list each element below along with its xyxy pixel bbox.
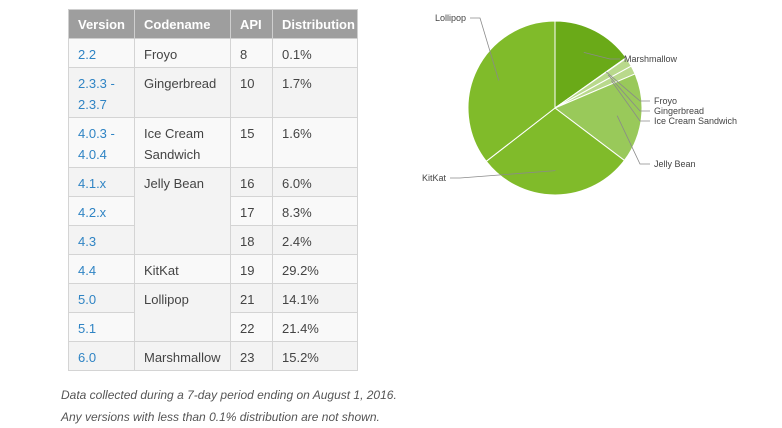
table-row: 4.3 18 2.4%	[68, 225, 358, 255]
pie-label: Gingerbread	[654, 106, 704, 116]
distribution-cell: 0.1%	[272, 38, 358, 68]
pie-label: Ice Cream Sandwich	[654, 116, 737, 126]
pie-leader-line	[583, 51, 620, 60]
api-cell: 22	[230, 312, 273, 342]
codename-cell: Lollipop	[134, 283, 231, 342]
distribution-cell: 14.1%	[272, 283, 358, 313]
api-cell: 16	[230, 167, 273, 197]
codename-cell: Marshmallow	[134, 341, 231, 371]
table-header-row: Version Codename API Distribution	[68, 9, 358, 39]
api-cell: 15	[230, 117, 273, 168]
pie-label: Froyo	[654, 96, 677, 106]
table-row: 2.3.3 - 2.3.7 Gingerbread 10 1.7%	[68, 67, 358, 118]
distribution-cell: 6.0%	[272, 167, 358, 197]
pie-slice-lollipop	[467, 20, 556, 163]
pie-leader-line	[605, 71, 650, 102]
api-cell: 18	[230, 225, 273, 255]
threshold-note: Any versions with less than 0.1% distrib…	[61, 410, 380, 424]
version-link[interactable]: 2.2	[68, 38, 135, 68]
version-link[interactable]: 5.0	[68, 283, 135, 313]
distribution-cell: 1.7%	[272, 67, 358, 118]
pie-leader-line	[470, 17, 500, 81]
pie-slice-marshmallow	[554, 20, 627, 109]
distribution-cell: 21.4%	[272, 312, 358, 342]
codename-cell: KitKat	[134, 254, 231, 284]
api-cell: 23	[230, 341, 273, 371]
version-link[interactable]: 5.1	[68, 312, 135, 342]
version-link[interactable]: 4.2.x	[68, 196, 135, 226]
pie-leader-line	[607, 74, 650, 112]
table-row: 4.0.3 - 4.0.4 Ice Cream Sandwich 15 1.6%	[68, 117, 358, 168]
version-link[interactable]: 4.1.x	[68, 167, 135, 197]
pie-label: Marshmallow	[624, 54, 678, 64]
pie-label: Jelly Bean	[654, 159, 696, 169]
table-row: 2.2 Froyo 8 0.1%	[68, 38, 358, 68]
codename-cell: Jelly Bean	[134, 167, 231, 255]
header-distribution: Distribution	[272, 9, 358, 39]
api-cell: 19	[230, 254, 273, 284]
header-version: Version	[68, 9, 135, 39]
distribution-table: Version Codename API Distribution 2.2 Fr…	[68, 9, 358, 371]
table-row: 5.1 22 21.4%	[68, 312, 358, 342]
api-cell: 8	[230, 38, 273, 68]
api-cell: 10	[230, 67, 273, 118]
distribution-cell: 8.3%	[272, 196, 358, 226]
codename-cell: Froyo	[134, 38, 231, 68]
header-codename: Codename	[134, 9, 231, 39]
header-api: API	[230, 9, 273, 39]
api-cell: 17	[230, 196, 273, 226]
table-row: 4.4 KitKat 19 29.2%	[68, 254, 358, 284]
table-row: 4.1.x Jelly Bean 16 6.0%	[68, 167, 358, 255]
pie-leader-line	[450, 170, 556, 179]
pie-label: Lollipop	[435, 13, 466, 23]
codename-cell: Ice Cream Sandwich	[134, 117, 231, 168]
distribution-cell: 1.6%	[272, 117, 358, 168]
distribution-cell: 29.2%	[272, 254, 358, 284]
distribution-cell: 2.4%	[272, 225, 358, 255]
api-cell: 21	[230, 283, 273, 313]
version-link[interactable]: 4.3	[68, 225, 135, 255]
table-row: 5.0 Lollipop 21 14.1%	[68, 283, 358, 342]
pie-leader-line	[611, 80, 650, 122]
pie-leader-line	[616, 115, 650, 165]
version-link[interactable]: 2.3.3 - 2.3.7	[68, 67, 135, 118]
version-link[interactable]: 6.0	[68, 341, 135, 371]
codename-cell: Gingerbread	[134, 67, 231, 118]
table-row: 6.0 Marshmallow 23 15.2%	[68, 341, 358, 371]
distribution-cell: 15.2%	[272, 341, 358, 371]
table-row: 4.2.x 17 8.3%	[68, 196, 358, 226]
data-collection-note: Data collected during a 7-day period end…	[61, 388, 397, 402]
version-link[interactable]: 4.0.3 - 4.0.4	[68, 117, 135, 168]
version-link[interactable]: 4.4	[68, 254, 135, 284]
pie-label: KitKat	[422, 173, 447, 183]
pie-slice-jelly-bean	[554, 73, 643, 162]
